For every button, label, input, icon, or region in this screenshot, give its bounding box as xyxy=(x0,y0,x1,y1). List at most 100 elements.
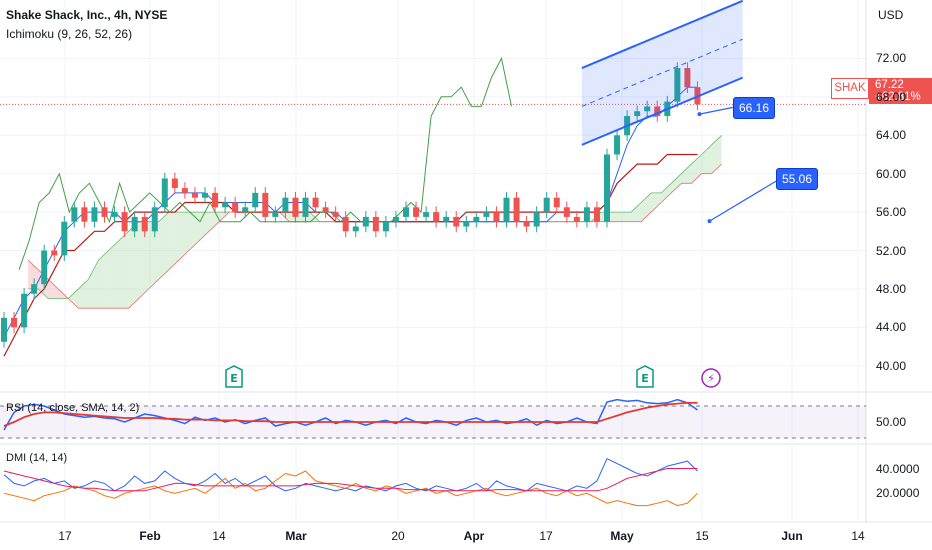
candle-body xyxy=(21,293,28,328)
candle-body xyxy=(242,207,249,213)
x-tick-label: Mar xyxy=(285,529,307,543)
y-tick-label: 72.00 xyxy=(876,51,907,66)
candle-body xyxy=(684,68,691,88)
cloud-segment xyxy=(661,183,672,203)
candle-body xyxy=(252,192,259,208)
dmi-plus-line xyxy=(3,458,698,492)
candle-body xyxy=(614,135,621,155)
candle-body xyxy=(191,192,198,198)
callout-lower-dot xyxy=(707,219,712,224)
cloud-segment xyxy=(168,212,179,270)
candle-body xyxy=(493,212,500,222)
candle-body xyxy=(141,216,148,232)
candle-body xyxy=(31,284,38,294)
symbol-label: SHAK xyxy=(831,78,869,99)
dmi-tick-label: 20.0000 xyxy=(876,486,920,501)
cloud-segment xyxy=(611,212,622,222)
candle-body xyxy=(433,212,440,222)
candle-body xyxy=(222,202,229,208)
callout-upper-dot xyxy=(697,112,702,117)
candle-body xyxy=(171,178,178,189)
cloud-segment xyxy=(68,288,79,309)
earnings-marker-feb-shape xyxy=(225,365,243,388)
candle-body xyxy=(372,216,379,232)
candle-body xyxy=(51,250,58,256)
adx-line xyxy=(3,468,698,492)
dmi-legend[interactable]: DMI (14, 14) xyxy=(6,452,68,464)
rsi-legend[interactable]: RSI (14, close, SMA, 14, 2) xyxy=(6,402,140,414)
candle-body xyxy=(312,197,319,208)
candle-body xyxy=(593,207,600,222)
cloud-segment xyxy=(178,212,189,261)
candle-body xyxy=(503,197,510,222)
x-tick-label: 17 xyxy=(58,529,72,543)
cloud-segment xyxy=(118,231,129,309)
candle-body xyxy=(332,212,339,217)
candle-body xyxy=(262,192,269,217)
cloud-segment xyxy=(188,212,199,251)
candle-body xyxy=(151,207,158,232)
candle-body xyxy=(61,221,68,256)
x-tick-label: 14 xyxy=(212,529,226,543)
chart-title: Shake Shack, Inc., 4h, NYSE xyxy=(6,8,168,22)
cloud-segment xyxy=(88,260,99,309)
candle-body xyxy=(71,207,78,222)
last-price: 67.22 xyxy=(875,79,904,91)
cloud-segment xyxy=(681,164,692,184)
candle-body xyxy=(272,212,279,217)
x-tick-label: Apr xyxy=(463,529,485,543)
candle-body xyxy=(202,192,208,198)
cloud-segment xyxy=(148,221,159,289)
candle-body xyxy=(644,106,651,112)
cloud-segment xyxy=(128,221,139,309)
candle-body xyxy=(131,216,138,232)
candle-body xyxy=(523,221,530,227)
candle-body xyxy=(553,197,560,208)
candle-body xyxy=(101,207,108,217)
ichimoku-legend[interactable]: Ichimoku (9, 26, 52, 26) xyxy=(6,27,133,41)
candles-layer xyxy=(1,62,701,348)
cloud-segment xyxy=(621,212,632,222)
candle-body xyxy=(322,207,329,213)
cloud-segment xyxy=(209,212,220,232)
candle-body xyxy=(212,192,219,208)
channel-lower xyxy=(581,76,744,146)
candle-body xyxy=(11,317,18,328)
event-markers[interactable]: E E ⚡ xyxy=(225,365,721,388)
price-change: +62.81% xyxy=(875,91,921,103)
dmi-minus-line xyxy=(3,470,698,507)
candle-body xyxy=(413,207,420,217)
x-tick-label: 17 xyxy=(539,529,553,543)
y-tick-label: 48.00 xyxy=(876,281,907,296)
y-tick-label: 44.00 xyxy=(876,320,907,335)
y-tick-label: 40.00 xyxy=(876,358,907,373)
split-marker-shape xyxy=(701,368,721,388)
candle-body xyxy=(292,197,299,217)
candle-body xyxy=(111,212,118,217)
earnings-marker-feb[interactable]: E xyxy=(225,365,243,388)
candle-body xyxy=(473,216,480,222)
candle-body xyxy=(533,212,540,227)
label-upper[interactable]: 66.16 xyxy=(733,97,776,119)
cloud-segment xyxy=(158,212,169,280)
candle-body xyxy=(121,212,128,232)
channel-upper xyxy=(581,0,744,69)
earnings-marker-may[interactable]: E xyxy=(636,365,654,388)
channel-drawing[interactable] xyxy=(581,0,779,224)
candle-body xyxy=(573,216,580,222)
candle-body xyxy=(513,197,520,222)
cloud-segment xyxy=(651,192,662,213)
label-lower[interactable]: 55.06 xyxy=(776,168,819,190)
x-tick-label: 15 xyxy=(695,529,709,543)
earnings-marker-feb-label: E xyxy=(230,372,238,385)
split-marker[interactable]: ⚡ xyxy=(701,368,721,388)
candle-body xyxy=(463,221,470,227)
candle-body xyxy=(161,178,168,208)
candle-body xyxy=(352,226,359,232)
candle-body xyxy=(634,111,641,117)
candle-body xyxy=(443,216,450,222)
dmi-pane xyxy=(3,458,698,507)
cloud-segment xyxy=(671,173,682,193)
candle-body xyxy=(181,188,188,193)
